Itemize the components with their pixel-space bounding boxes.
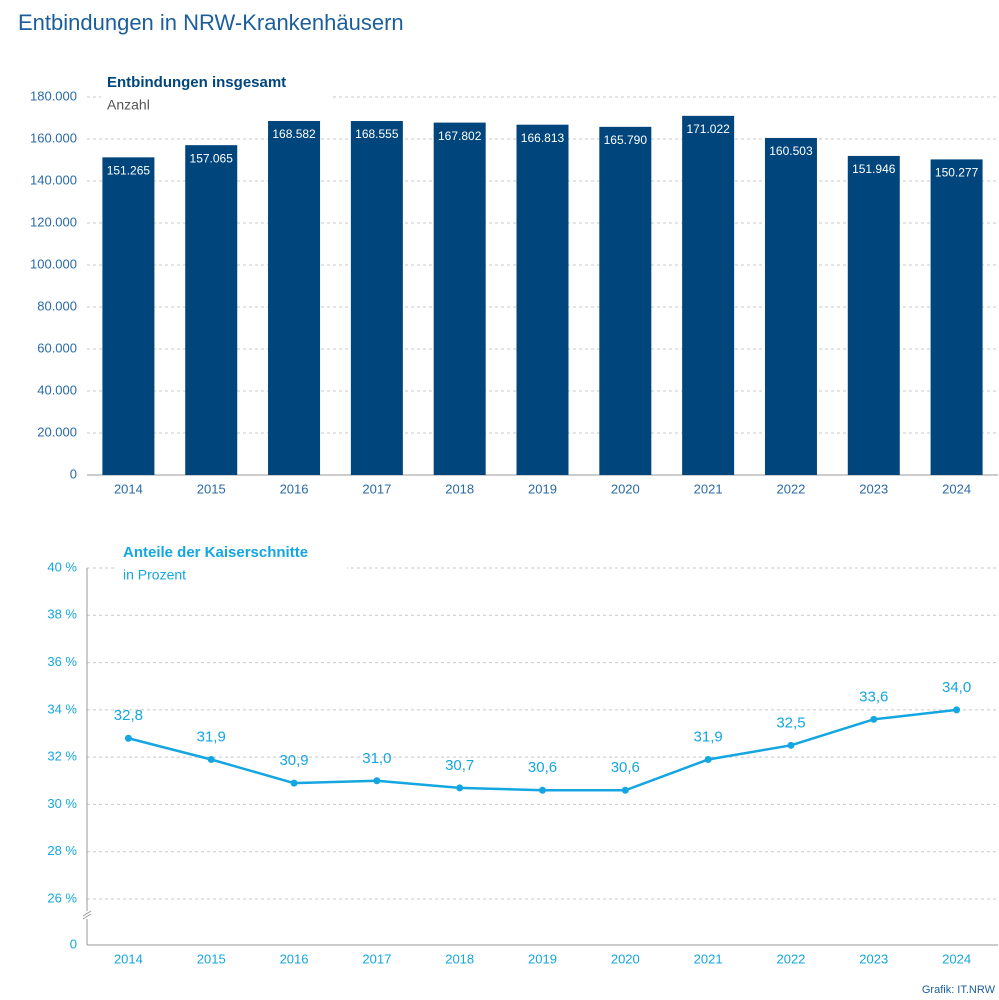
value-label: 168.582 bbox=[272, 127, 316, 141]
y-tick-label: 80.000 bbox=[37, 298, 77, 313]
bar bbox=[682, 115, 735, 476]
value-label: 151.946 bbox=[852, 162, 896, 176]
y-tick-label: 28 % bbox=[47, 843, 77, 858]
y-tick-label: 38 % bbox=[47, 607, 77, 622]
point bbox=[787, 741, 795, 749]
bar bbox=[516, 124, 569, 476]
value-label: 151.265 bbox=[107, 164, 151, 178]
y-tick-label: 120.000 bbox=[30, 214, 77, 229]
x-tick-label: 2024 bbox=[942, 481, 971, 496]
y-tick-label: 160.000 bbox=[30, 130, 77, 145]
x-tick-label: 2020 bbox=[611, 481, 640, 496]
x-tick-label: 2014 bbox=[114, 481, 143, 496]
point bbox=[621, 786, 629, 794]
y-tick-label: 30 % bbox=[47, 796, 77, 811]
x-tick-label: 2021 bbox=[694, 481, 723, 496]
bar bbox=[433, 122, 486, 476]
y-tick-label: 32 % bbox=[47, 749, 77, 764]
y-tick-label: 180.000 bbox=[30, 88, 77, 103]
bar bbox=[185, 145, 238, 475]
point bbox=[373, 777, 381, 785]
x-tick-label: 2019 bbox=[528, 951, 557, 966]
y-tick-label: 40 % bbox=[47, 559, 77, 574]
x-tick-label: 2015 bbox=[197, 481, 226, 496]
bar bbox=[268, 120, 321, 476]
page-title: Entbindungen in NRW-Krankenhäusern bbox=[18, 10, 404, 35]
value-label: 166.813 bbox=[521, 131, 565, 145]
chart-subtitle: in Prozent bbox=[123, 567, 186, 583]
x-tick-label: 2017 bbox=[362, 481, 391, 496]
value-label: 31,0 bbox=[362, 750, 391, 767]
value-label: 160.503 bbox=[769, 144, 813, 158]
y-tick-label: 0 bbox=[70, 466, 77, 481]
value-label: 31,9 bbox=[694, 728, 723, 745]
x-tick-label: 2017 bbox=[362, 951, 391, 966]
y-tick-label: 0 bbox=[70, 936, 77, 951]
point bbox=[290, 779, 298, 787]
value-label: 32,5 bbox=[776, 714, 805, 731]
chart-title: Anteile der Kaiserschnitte bbox=[123, 544, 308, 561]
point bbox=[870, 715, 878, 723]
x-tick-label: 2023 bbox=[859, 481, 888, 496]
y-tick-label: 34 % bbox=[47, 701, 77, 716]
x-tick-label: 2014 bbox=[114, 951, 143, 966]
x-tick-label: 2022 bbox=[776, 951, 805, 966]
bar bbox=[847, 155, 900, 476]
y-tick-label: 20.000 bbox=[37, 424, 77, 439]
title-bg bbox=[117, 539, 347, 579]
bar bbox=[350, 121, 403, 476]
point bbox=[207, 756, 215, 764]
value-label: 32,8 bbox=[114, 707, 143, 724]
y-tick-label: 100.000 bbox=[30, 256, 77, 271]
value-label: 157.065 bbox=[190, 151, 234, 165]
x-tick-label: 2018 bbox=[445, 951, 474, 966]
bar bbox=[930, 159, 983, 475]
y-tick-label: 36 % bbox=[47, 654, 77, 669]
point bbox=[456, 784, 464, 792]
axis-break-gap bbox=[83, 911, 91, 919]
y-tick-label: 140.000 bbox=[30, 172, 77, 187]
x-tick-label: 2015 bbox=[197, 951, 226, 966]
title-bg bbox=[101, 69, 331, 109]
x-tick-label: 2018 bbox=[445, 481, 474, 496]
x-tick-label: 2023 bbox=[859, 951, 888, 966]
x-tick-label: 2019 bbox=[528, 481, 557, 496]
bar bbox=[764, 137, 817, 475]
value-label: 167.802 bbox=[438, 129, 482, 143]
value-label: 150.277 bbox=[935, 166, 979, 180]
point bbox=[124, 734, 132, 742]
value-label: 171.022 bbox=[686, 122, 730, 136]
bar bbox=[102, 157, 155, 475]
value-label: 34,0 bbox=[942, 679, 971, 696]
line bbox=[128, 708, 957, 792]
value-label: 168.555 bbox=[355, 127, 399, 141]
point bbox=[704, 756, 712, 764]
x-tick-label: 2016 bbox=[280, 481, 309, 496]
point bbox=[539, 786, 546, 794]
value-label: 165.790 bbox=[604, 133, 648, 147]
chart-subtitle: Anzahl bbox=[107, 97, 150, 113]
point bbox=[953, 706, 961, 714]
y-tick-label: 26 % bbox=[47, 890, 77, 905]
y-tick-label: 40.000 bbox=[37, 382, 77, 397]
value-label: 33,6 bbox=[859, 688, 888, 705]
x-tick-label: 2020 bbox=[611, 951, 640, 966]
x-tick-label: 2024 bbox=[942, 951, 971, 966]
bar bbox=[599, 126, 652, 475]
source: Grafik: IT.NRW bbox=[922, 984, 996, 996]
axis-break bbox=[82, 910, 92, 920]
value-label: 30,9 bbox=[279, 752, 308, 769]
x-tick-label: 2021 bbox=[694, 951, 723, 966]
y-tick-label: 60.000 bbox=[37, 340, 77, 355]
x-tick-label: 2022 bbox=[776, 481, 805, 496]
x-tick-label: 2016 bbox=[280, 951, 309, 966]
value-label: 30,6 bbox=[611, 759, 640, 776]
value-label: 31,9 bbox=[197, 728, 226, 745]
value-label: 30,6 bbox=[528, 759, 557, 776]
value-label: 30,7 bbox=[445, 757, 474, 774]
chart-title: Entbindungen insgesamt bbox=[107, 74, 286, 91]
